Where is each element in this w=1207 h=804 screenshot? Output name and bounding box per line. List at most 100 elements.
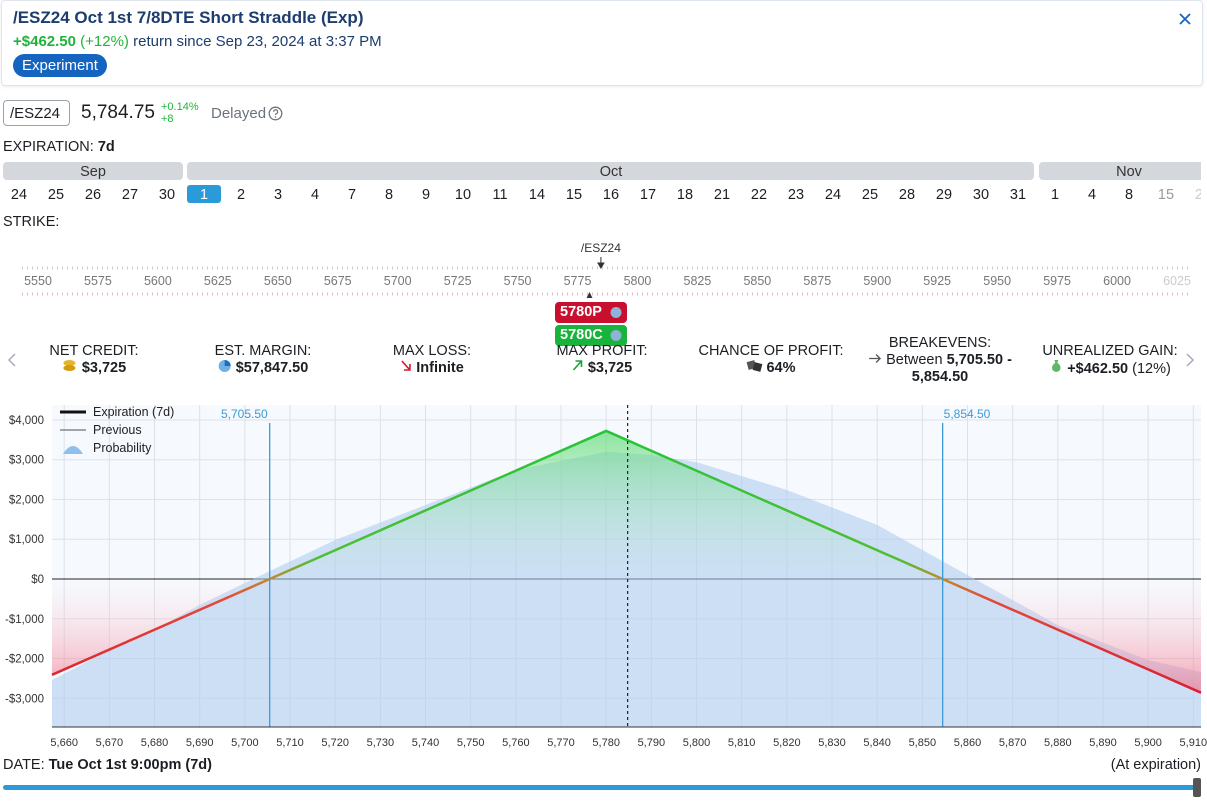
- x-tick-label: 5,810: [728, 737, 756, 749]
- x-tick-label: 5,780: [592, 737, 620, 749]
- day[interactable]: 11: [492, 187, 507, 203]
- breakeven-label: 5,854.50: [944, 407, 991, 421]
- day[interactable]: 15: [1158, 187, 1174, 203]
- day[interactable]: 1: [1051, 187, 1059, 203]
- date-slider-track[interactable]: [3, 785, 1195, 790]
- strike-ruler: 5550 5575 5600 5625 5650 5675 5700 5725 5750 5775…: [22, 241, 1191, 298]
- day[interactable]: 23: [788, 187, 804, 203]
- stat-label: EST. MARGIN:: [214, 343, 312, 359]
- day[interactable]: 9: [422, 187, 430, 203]
- dice-icon: [746, 360, 763, 372]
- day[interactable]: 8: [1125, 187, 1133, 203]
- day[interactable]: 27: [122, 187, 138, 203]
- x-tick-label: 5,830: [818, 737, 846, 749]
- day[interactable]: 26: [85, 187, 101, 203]
- day[interactable]: 24: [11, 187, 27, 203]
- stat-label: CHANCE OF PROFIT:: [698, 343, 844, 359]
- up-arrow-icon: [573, 360, 583, 371]
- x-tick-label: 5,910: [1180, 737, 1207, 749]
- help-icon[interactable]: [268, 106, 283, 121]
- day[interactable]: 1: [200, 187, 208, 203]
- stat-value: $3,725: [587, 360, 633, 376]
- call-leg-label: 5780C: [560, 327, 603, 343]
- expiration-row: EXPIRATION: 7d: [3, 139, 115, 155]
- stat-chance: CHANCE OF PROFIT: 64%: [698, 343, 843, 376]
- day[interactable]: 24: [825, 187, 841, 203]
- y-tick-label: -$3,000: [5, 693, 44, 705]
- month-bar: [3, 162, 183, 180]
- month-bar: [1039, 162, 1201, 180]
- legend-label: Probability: [93, 441, 152, 455]
- breakeven-low: 5,705.50 -: [946, 352, 1012, 368]
- day[interactable]: 4: [311, 187, 319, 203]
- day[interactable]: 3: [274, 187, 282, 203]
- day[interactable]: 18: [677, 187, 693, 203]
- day[interactable]: 4: [1088, 187, 1096, 203]
- strike-label: 5600: [144, 274, 172, 288]
- expiration-note: (At expiration): [1110, 757, 1201, 773]
- leg-icons: [610, 307, 622, 341]
- day[interactable]: 25: [48, 187, 64, 203]
- next-chevron[interactable]: [1184, 352, 1196, 368]
- stat-max-profit: MAX PROFIT: $3,725: [556, 343, 647, 376]
- x-tick-label: 5,840: [863, 737, 891, 749]
- day[interactable]: 25: [862, 187, 878, 203]
- prev-chevron[interactable]: [6, 352, 18, 368]
- x-tick-label: 5,850: [909, 737, 937, 749]
- day[interactable]: 15: [566, 187, 582, 203]
- day[interactable]: 14: [529, 187, 545, 203]
- money-bag-icon: [1051, 360, 1061, 372]
- day[interactable]: 31: [1010, 187, 1026, 203]
- x-tick-label: 5,870: [999, 737, 1027, 749]
- day[interactable]: 8: [385, 187, 393, 203]
- day[interactable]: 7: [348, 187, 356, 203]
- day[interactable]: 30: [159, 187, 175, 203]
- strike-label: 5575: [84, 274, 112, 288]
- x-tick-label: 5,710: [276, 737, 304, 749]
- stat-label: BREAKEVENS:: [888, 335, 992, 351]
- day[interactable]: 29: [936, 187, 952, 203]
- y-tick-label: $1,000: [9, 534, 44, 546]
- close-button[interactable]: [1178, 12, 1192, 26]
- day[interactable]: 21: [714, 187, 730, 203]
- header-card: [1, 0, 1203, 86]
- stat-value: $3,725: [81, 360, 127, 376]
- expiration-label: EXPIRATION:: [3, 139, 94, 155]
- strike-label: 5850: [743, 274, 771, 288]
- stat-est-margin: EST. MARGIN: $57,847.50: [215, 343, 312, 376]
- date-slider-handle[interactable]: [1193, 778, 1201, 797]
- strike-label: 5700: [384, 274, 412, 288]
- x-tick-label: 5,820: [773, 737, 801, 749]
- day[interactable]: 28: [899, 187, 915, 203]
- right-arrow-icon: [869, 354, 882, 363]
- strategy-title: /ESZ24 Oct 1st 7/8DTE Short Straddle (Ex…: [13, 8, 364, 27]
- day[interactable]: 30: [973, 187, 989, 203]
- legend-label: Expiration (7d): [93, 405, 174, 419]
- x-tick-label: 5,750: [457, 737, 485, 749]
- put-leg[interactable]: 5780P: [555, 302, 627, 323]
- stat-max-loss: MAX LOSS: Infinite: [393, 343, 471, 376]
- strike-label: 5625: [204, 274, 232, 288]
- experiment-tag[interactable]: Experiment: [13, 54, 107, 77]
- strike-label: 5950: [983, 274, 1011, 288]
- strike-label: 5800: [624, 274, 652, 288]
- selected-day[interactable]: [187, 185, 221, 203]
- day[interactable]: 10: [455, 187, 471, 203]
- day[interactable]: 22: [751, 187, 767, 203]
- y-tick-label: $0: [31, 574, 44, 586]
- stat-unrealized: UNREALIZED GAIN: +$462.50 (12%): [1042, 343, 1177, 377]
- strike-label: 5825: [684, 274, 712, 288]
- leg-marker: [586, 292, 593, 298]
- stat-breakevens: BREAKEVENS: Between 5,705.50 -5,854.50: [868, 335, 1012, 386]
- expiration-value: 7d: [97, 139, 115, 155]
- strike-label: 5675: [324, 274, 352, 288]
- day[interactable]: 2: [237, 187, 245, 203]
- legend-swatch: [63, 446, 83, 454]
- day[interactable]: 17: [640, 187, 656, 203]
- symbol-input[interactable]: /ESZ24: [3, 100, 70, 126]
- call-leg[interactable]: 5780C: [555, 325, 627, 346]
- day[interactable]: 22: [1195, 187, 1201, 203]
- y-tick-label: $3,000: [9, 455, 44, 467]
- day[interactable]: 16: [603, 187, 619, 203]
- delayed-status: Delayed: [211, 105, 267, 122]
